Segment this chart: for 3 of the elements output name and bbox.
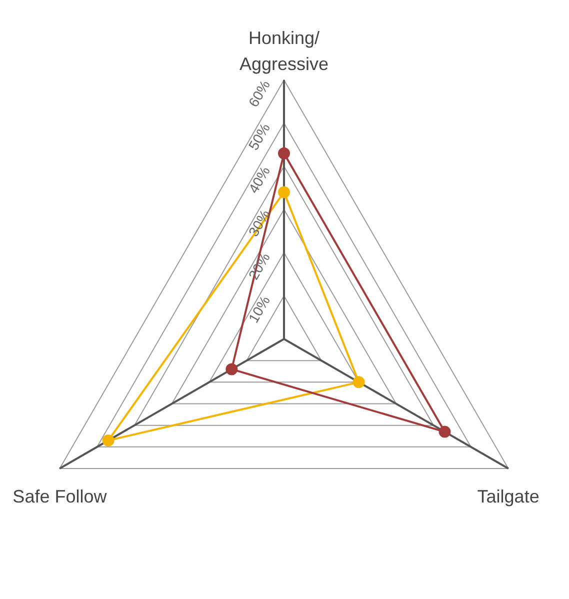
spoke-label: Safe Follow xyxy=(12,486,108,506)
spoke-label: Honking/ Aggressive xyxy=(239,28,329,74)
spoke-label: Tailgate xyxy=(477,486,540,506)
